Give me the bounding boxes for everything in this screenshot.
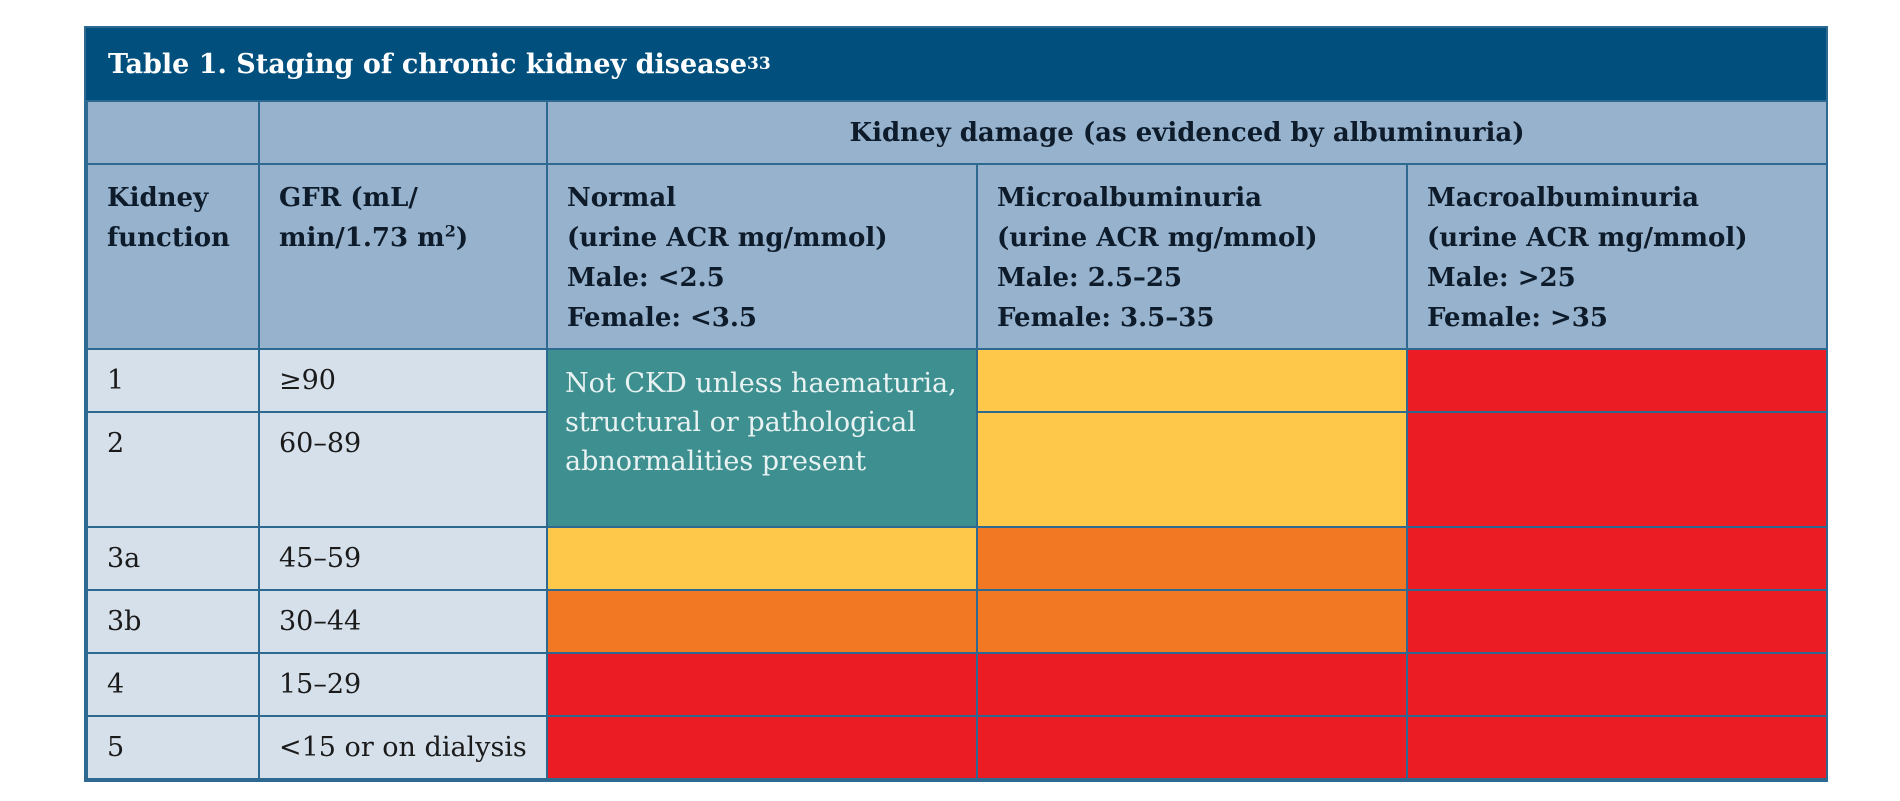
risk-cell — [976, 348, 1408, 413]
column-header-row: Kidney function GFR (mL/ min/1.73 m2) No… — [86, 163, 1829, 350]
header-normal: Normal (urine ACR mg/mmol) Male: <2.5 Fe… — [546, 163, 978, 350]
risk-cell — [976, 526, 1408, 591]
gfr-cell: 45–59 — [258, 526, 548, 591]
table-row: 3b 30–44 — [86, 589, 1829, 654]
header-line: Male: 2.5–25 — [997, 263, 1183, 293]
stage-cell: 3a — [86, 526, 260, 591]
header-line: Microalbuminuria — [997, 183, 1262, 213]
table-row: 3a 45–59 — [86, 526, 1829, 591]
header-kidney-function: Kidney function — [86, 163, 260, 350]
risk-cell — [546, 526, 978, 591]
header-line: (urine ACR mg/mmol) — [997, 223, 1318, 253]
risk-cell — [1405, 526, 1829, 591]
risk-cell — [546, 589, 978, 654]
risk-cell — [976, 589, 1408, 654]
gfr-cell: 30–44 — [258, 589, 548, 654]
risk-cell — [1405, 715, 1829, 780]
header-gfr-exponent: 2 — [444, 221, 456, 241]
header-line: Male: <2.5 — [567, 263, 725, 293]
table-row: 2 60–89 — [86, 411, 1829, 528]
table-row: 5 <15 or on dialysis — [86, 715, 1829, 780]
header-line: GFR (mL/ — [279, 183, 418, 213]
header-line: function — [107, 223, 230, 253]
header-gfr-unit: min/1.73 m — [279, 223, 445, 253]
risk-cell — [976, 652, 1408, 717]
gfr-cell: 60–89 — [258, 411, 548, 528]
header-microalbuminuria: Microalbuminuria (urine ACR mg/mmol) Mal… — [976, 163, 1408, 350]
risk-cell — [1405, 652, 1829, 717]
risk-cell — [976, 411, 1408, 528]
table-row: 1 ≥90 Not CKD unless haematuria, structu… — [86, 348, 1829, 528]
header-line: (urine ACR mg/mmol) — [567, 223, 888, 253]
risk-cell — [1405, 348, 1829, 413]
risk-cell — [976, 715, 1408, 780]
risk-cell — [1405, 411, 1829, 528]
staging-grid: Kidney damage (as evidenced by albuminur… — [86, 100, 1829, 780]
stage-cell: 4 — [86, 652, 260, 717]
header-line: min/1.73 m2) — [279, 218, 527, 258]
gfr-cell: 15–29 — [258, 652, 548, 717]
blank-header-cell — [86, 100, 260, 165]
table-row: 4 15–29 — [86, 652, 1829, 717]
header-line: (urine ACR mg/mmol) — [1427, 223, 1748, 253]
header-macroalbuminuria: Macroalbuminuria (urine ACR mg/mmol) Mal… — [1405, 163, 1829, 350]
header-line: Normal — [567, 183, 677, 213]
table-title: Table 1. Staging of chronic kidney disea… — [86, 28, 1826, 100]
span-header-row: Kidney damage (as evidenced by albuminur… — [86, 100, 1829, 165]
stage-cell: 5 — [86, 715, 260, 780]
header-line: Female: >35 — [1427, 303, 1608, 333]
not-ckd-cell: Not CKD unless haematuria, structural or… — [546, 348, 978, 528]
gfr-cell: <15 or on dialysis — [258, 715, 548, 780]
header-gfr: GFR (mL/ min/1.73 m2) — [258, 163, 548, 350]
risk-cell — [1405, 589, 1829, 654]
blank-header-cell — [258, 100, 548, 165]
header-gfr-close: ) — [455, 223, 469, 253]
header-line: Female: <3.5 — [567, 303, 758, 333]
header-line: Macroalbuminuria — [1427, 183, 1699, 213]
header-line: Kidney — [107, 183, 209, 213]
risk-cell — [546, 715, 978, 780]
gfr-cell: ≥90 — [258, 348, 548, 413]
table-title-text: Table 1. Staging of chronic kidney disea… — [108, 48, 747, 80]
header-line: Female: 3.5–35 — [997, 303, 1215, 333]
stage-cell: 3b — [86, 589, 260, 654]
header-line: Male: >25 — [1427, 263, 1576, 293]
risk-cell — [546, 652, 978, 717]
albuminuria-span-header: Kidney damage (as evidenced by albuminur… — [545, 100, 1829, 165]
stage-cell: 2 — [86, 411, 260, 528]
stage-cell: 1 — [86, 348, 260, 413]
ckd-staging-table: Table 1. Staging of chronic kidney disea… — [84, 26, 1829, 782]
